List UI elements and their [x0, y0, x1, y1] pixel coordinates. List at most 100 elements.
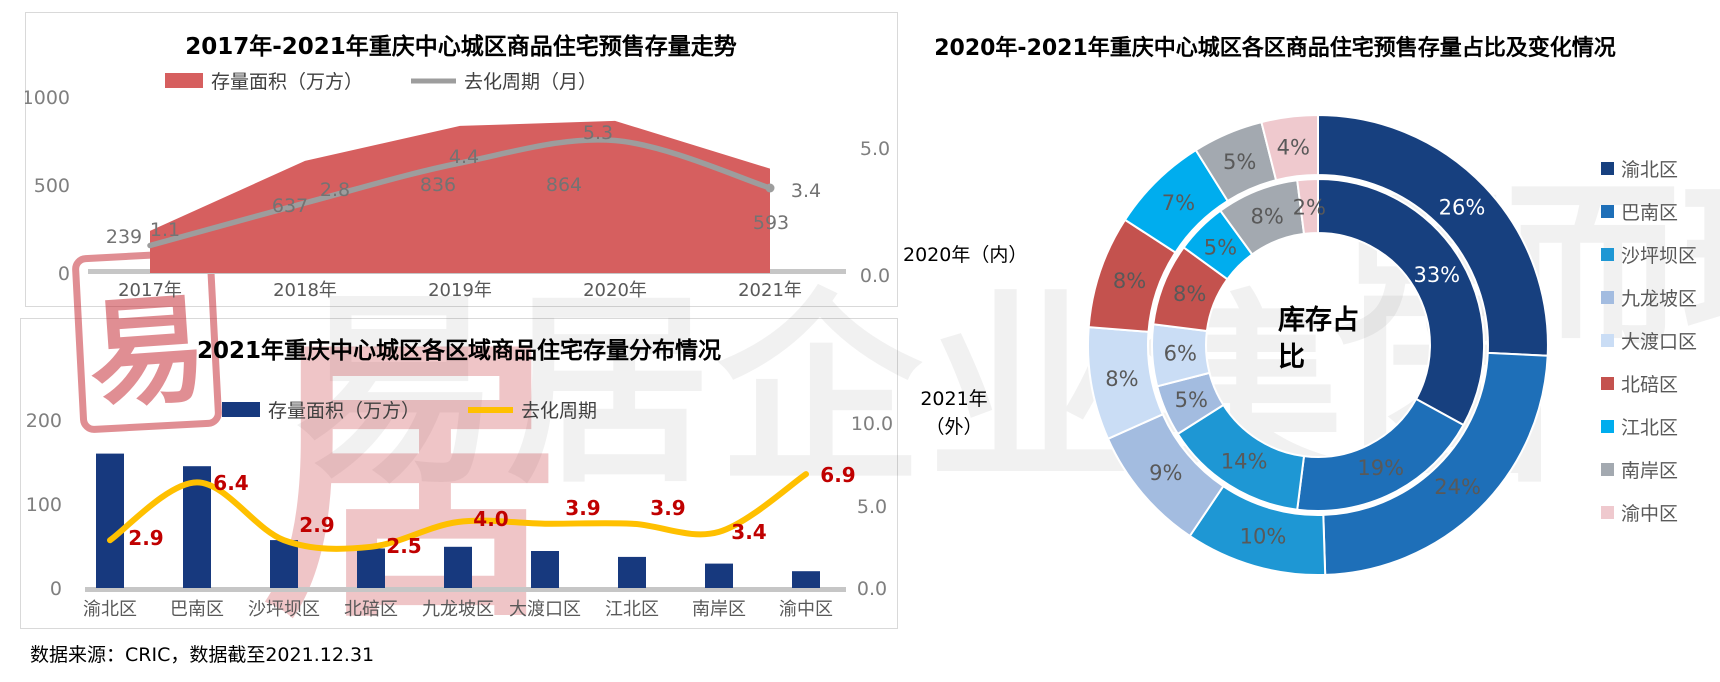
chart2-bar	[792, 571, 820, 588]
donut-legend-swatch	[1601, 161, 1614, 175]
chart1-area-value-label: 637	[272, 195, 308, 217]
chart1-area-series	[150, 120, 770, 274]
outer-ring-slice-label: 7%	[1162, 191, 1195, 215]
inner-ring-slice-label: 8%	[1251, 205, 1284, 229]
chart2-line-value-label: 2.9	[128, 526, 163, 550]
chart2-line-value-label: 6.9	[820, 463, 855, 487]
chart1-left-tick: 500	[34, 175, 70, 197]
chart2-legend-bar-swatch	[222, 402, 260, 417]
donut-legend-swatch	[1601, 204, 1614, 218]
chart2-x-label: 江北区	[605, 599, 659, 620]
chart1-line-series	[147, 137, 773, 249]
outer-ring-slice-label: 10%	[1240, 524, 1287, 548]
donut-legend-label: 九龙坡区	[1621, 287, 1698, 310]
outer-ring-slice-label: 5%	[1223, 150, 1256, 174]
chart2-x-label: 北碚区	[344, 599, 398, 620]
chart2-x-label: 南岸区	[692, 599, 746, 620]
chart1-line-end-marker	[765, 183, 775, 193]
donut-chart-title: 2020年-2021年重庆中心城区各区商品住宅预售存量占比及变化情况	[934, 36, 1616, 61]
inner-ring-slice-label: 2%	[1293, 195, 1326, 219]
chart2-line-value-label: 2.9	[299, 513, 334, 537]
chart1-line-value-label: 4.4	[449, 146, 479, 168]
chart1-area-value-label: 239	[106, 226, 142, 248]
donut-center-label-line2: 比	[1278, 342, 1305, 373]
donut-legend-label: 南岸区	[1621, 459, 1679, 482]
donut-legend-label: 北碚区	[1621, 373, 1679, 396]
chart2-title: 2021年重庆中心城区各区域商品住宅存量分布情况	[197, 337, 721, 364]
chart2-x-label: 渝北区	[83, 599, 137, 620]
chart2-left-tick: 0	[50, 578, 62, 600]
outer-ring-slice-label: 8%	[1105, 367, 1138, 391]
donut-legend-swatch	[1601, 505, 1614, 519]
inner-ring-slice-label: 33%	[1413, 263, 1460, 287]
chart2-x-label: 渝中区	[779, 599, 833, 620]
chart2-bar	[618, 556, 646, 588]
donut-legend-label: 江北区	[1621, 416, 1679, 439]
chart2-line-value-label: 6.4	[213, 471, 248, 495]
chart2-right-tick: 0.0	[857, 578, 887, 600]
donut-legend-item: 南岸区	[1601, 458, 1697, 482]
chart2-right-tick: 5.0	[857, 496, 887, 518]
chart2-x-label: 九龙坡区	[422, 599, 494, 620]
chart1-x-label: 2021年	[738, 280, 802, 301]
donut-legend-item: 渝中区	[1601, 501, 1697, 525]
donut-legend-swatch	[1601, 462, 1614, 476]
donut-legend-swatch	[1601, 376, 1614, 390]
chart2-legend-line-label: 去化周期	[521, 400, 597, 422]
chart2-line-value-label: 3.9	[565, 496, 600, 520]
inner-ring-slice-label: 5%	[1204, 235, 1237, 259]
chart2-bar	[357, 548, 385, 588]
donut-legend-swatch	[1601, 247, 1614, 261]
inner-ring-slice	[1317, 177, 1486, 427]
chart2-line-value-label: 3.4	[731, 520, 766, 544]
inner-ring-slice-label: 6%	[1164, 342, 1197, 366]
donut-legend-swatch	[1601, 333, 1614, 347]
outer-ring-slice-label: 9%	[1149, 461, 1182, 485]
inner-ring-slice-label: 8%	[1173, 282, 1206, 306]
chart1-legend-area-label: 存量面积（万方）	[211, 71, 363, 93]
inner-ring-slice	[1296, 177, 1319, 236]
chart1-area-value-label: 836	[420, 174, 456, 196]
chart1-legend-line-label: 去化周期（月）	[464, 71, 597, 93]
donut-outer-ring-label-line2: （外）	[925, 415, 983, 438]
chart2-x-label: 巴南区	[170, 599, 224, 620]
chart2-left-tick: 200	[26, 410, 62, 432]
donut-legend-label: 沙坪坝区	[1621, 244, 1698, 267]
chart2-line-value-label: 2.5	[386, 534, 421, 558]
donut-center-label-line1: 库存占	[1278, 305, 1359, 336]
chart2-line-series	[107, 471, 809, 552]
chart1-right-tick: 0.0	[860, 265, 890, 287]
chart1-left-tick: 0	[58, 263, 70, 285]
inner-ring-slice-label: 14%	[1221, 450, 1268, 474]
chart2-x-label: 大渡口区	[509, 599, 581, 620]
chart2-left-tick: 100	[26, 494, 62, 516]
donut-legend-label: 巴南区	[1621, 201, 1679, 224]
outer-ring-slice	[1260, 113, 1319, 182]
chart2-line-value-label: 4.0	[473, 507, 508, 531]
chart2-line-value-label: 3.9	[650, 496, 685, 520]
chart2-bar	[705, 563, 733, 588]
donut-legend-label: 渝北区	[1621, 158, 1679, 181]
donut-legend-swatch	[1601, 419, 1614, 433]
donut-legend-item: 沙坪坝区	[1601, 243, 1698, 267]
chart1-area-value-label: 864	[546, 174, 582, 196]
chart1-x-label: 2020年	[583, 280, 647, 301]
chart2-bar	[270, 540, 298, 588]
chart1-line-value-label: 2.8	[320, 179, 350, 201]
chart2-baseline	[85, 587, 846, 592]
donut-legend: 渝北区 巴南区 沙坪坝区 九龙坡区 大渡口区 北碚区 江北区 南岸区 渝中区	[1601, 157, 1697, 544]
chart1-right-tick: 5.0	[860, 138, 890, 160]
chart2-bar	[444, 546, 472, 588]
donut-legend-item: 渝北区	[1601, 157, 1697, 181]
chart2-legend-bar-label: 存量面积（万方）	[268, 400, 420, 422]
chart2-bar	[96, 453, 124, 588]
chart1-line-value-label: 5.3	[583, 122, 613, 144]
chart2-bar	[531, 551, 559, 588]
chart1-x-label: 2019年	[428, 280, 492, 301]
chart2-right-tick: 10.0	[851, 413, 893, 435]
donut-outer-ring-label: 2021年 （外）	[898, 386, 1010, 441]
donut-legend-label: 渝中区	[1621, 502, 1679, 525]
